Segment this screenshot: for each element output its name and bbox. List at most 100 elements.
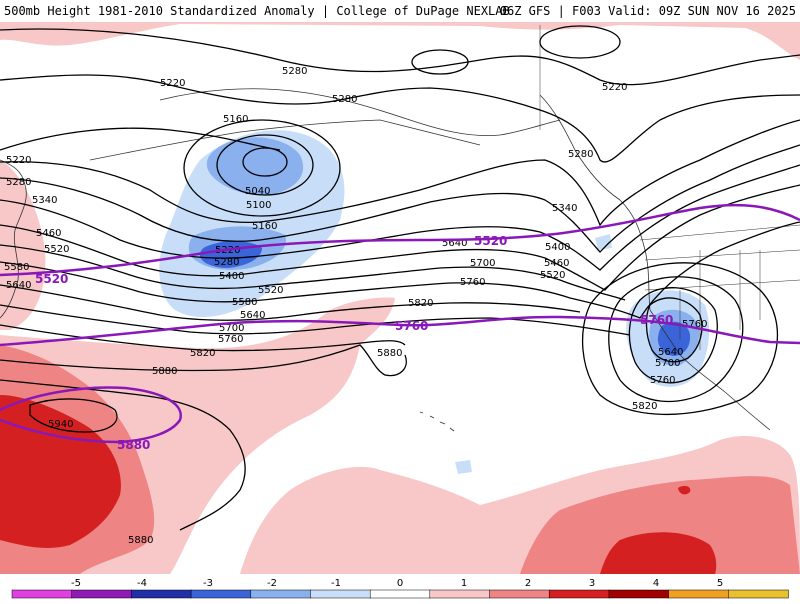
- legend-swatch: [728, 589, 789, 599]
- contour-label: 5640: [240, 310, 265, 321]
- highlight-label: 5520: [35, 272, 68, 286]
- highlight-label: 5760: [640, 313, 673, 327]
- contour-label: 5460: [36, 228, 61, 239]
- contour-line: [0, 244, 626, 301]
- contour-line: [608, 276, 744, 403]
- anomaly-low-california-core-2: [657, 321, 691, 356]
- contour-line: [242, 147, 288, 177]
- legend-swatch: [489, 589, 550, 599]
- contour-label: 5340: [32, 195, 57, 206]
- contour-line: [0, 144, 800, 253]
- anomaly-high-west-edge: [0, 160, 46, 330]
- legend-swatch: [131, 589, 192, 599]
- contour-label: 5280: [568, 149, 593, 160]
- contour-label: 5220: [6, 155, 31, 166]
- contour-line: [0, 28, 800, 86]
- contour-label: 5820: [632, 401, 657, 412]
- contour-label: 5160: [252, 221, 277, 232]
- anomaly-low-small-2: [595, 234, 612, 250]
- contour-line: [645, 297, 703, 363]
- contour-label: 5400: [219, 271, 244, 282]
- legend-tick: 2: [525, 578, 531, 589]
- anomaly-high-east-spot: [678, 485, 691, 495]
- legend-swatch: [310, 589, 371, 599]
- contour-label: 5220: [160, 78, 185, 89]
- contour-line: [411, 49, 469, 75]
- contour-label: 5700: [470, 258, 495, 269]
- contour-line: [0, 304, 631, 336]
- contour-label: 5760: [682, 319, 707, 330]
- contour-labels: 5280 5220 5280 5160 5040 5100 5160 5220 …: [4, 66, 707, 546]
- anomaly-high-dateline-core: [0, 395, 121, 548]
- contour-label: 5580: [232, 297, 257, 308]
- highlight-contour-5880: [0, 386, 182, 444]
- legend-tick: -5: [71, 578, 81, 589]
- legend-color-bar: [11, 589, 789, 599]
- contour-label: 5280: [332, 94, 357, 105]
- canada-coast: [539, 94, 651, 311]
- contour-label: 5940: [48, 419, 73, 430]
- legend-swatch: [190, 589, 252, 599]
- siberia-coast: [0, 159, 27, 319]
- highlight-label: 5760: [395, 319, 428, 333]
- contour-line: [216, 134, 314, 196]
- contour-label: 5520: [258, 285, 283, 296]
- contour-label: 5040: [245, 186, 270, 197]
- contour-line: [183, 119, 341, 217]
- legend-tick: -3: [203, 578, 213, 589]
- contour-label: 5580: [4, 262, 29, 273]
- contour-label: 5880: [152, 366, 177, 377]
- contour-label: 5400: [545, 242, 570, 253]
- contour-line: [0, 127, 281, 151]
- contour-line: [0, 284, 581, 321]
- legend-swatch: [369, 589, 431, 599]
- legend-swatch: [429, 589, 491, 599]
- legend-swatch: [608, 589, 670, 599]
- highlight-contour-5760: [0, 315, 800, 347]
- legend-canvas: -5 -4 -3 -2 -1 0 1 2 3 4 5: [11, 578, 789, 599]
- map-header: 500mb Height 1981-2010 Standardized Anom…: [0, 0, 800, 22]
- hawaii-islands: [419, 411, 455, 432]
- contour-label: 5640: [442, 238, 467, 249]
- contour-label: 5220: [602, 82, 627, 93]
- contour-label: 5760: [218, 334, 243, 345]
- color-scale-legend: -5 -4 -3 -2 -1 0 1 2 3 4 5: [0, 574, 800, 600]
- anomaly-high-east-core: [520, 476, 800, 574]
- contour-line: [0, 119, 800, 227]
- legend-tick: 4: [653, 578, 659, 589]
- anomaly-map: 5280 5220 5280 5160 5040 5100 5160 5220 …: [0, 22, 800, 574]
- legend-swatch: [11, 589, 73, 599]
- model-run-info: 06Z GFS | F003 Valid: 09Z SUN NOV 16 202…: [499, 4, 796, 18]
- highlight-label: 5520: [474, 234, 507, 248]
- legend-swatch: [250, 589, 312, 599]
- contour-label: 5280: [282, 66, 307, 77]
- contour-label: 5520: [44, 244, 69, 255]
- contour-label: 5100: [246, 200, 271, 211]
- contour-line: [0, 221, 800, 319]
- contour-label: 5280: [214, 257, 239, 268]
- contour-label: 5520: [540, 270, 565, 281]
- contour-label: 5880: [128, 535, 153, 546]
- anomaly-high-east-core-2: [600, 532, 717, 574]
- legend-tick: 0: [397, 578, 403, 589]
- highlight-label: 5880: [117, 438, 150, 452]
- contour-label: 5460: [544, 258, 569, 269]
- legend-tick: -2: [267, 578, 277, 589]
- contour-line: [539, 25, 621, 59]
- legend-tick: 1: [461, 578, 467, 589]
- highlight-labels: 5520 5520 5760 5760 5880: [35, 234, 673, 452]
- legend-tick: 5: [717, 578, 723, 589]
- contour-label: 5640: [658, 347, 683, 358]
- anomaly-low-small: [455, 460, 472, 474]
- contour-label: 5280: [6, 177, 31, 188]
- contour-label: 5880: [377, 348, 402, 359]
- alaska-coast: [159, 88, 561, 136]
- contour-line: [628, 287, 718, 384]
- legend-ticks: -5 -4 -3 -2 -1 0 1 2 3 4 5: [71, 578, 723, 589]
- contour-line: [0, 324, 406, 352]
- contour-line: [0, 164, 800, 271]
- contour-label: 5700: [219, 323, 244, 334]
- contour-line: [0, 74, 800, 163]
- legend-swatch: [71, 589, 133, 599]
- map-canvas: 5280 5220 5280 5160 5040 5100 5160 5220 …: [0, 22, 800, 574]
